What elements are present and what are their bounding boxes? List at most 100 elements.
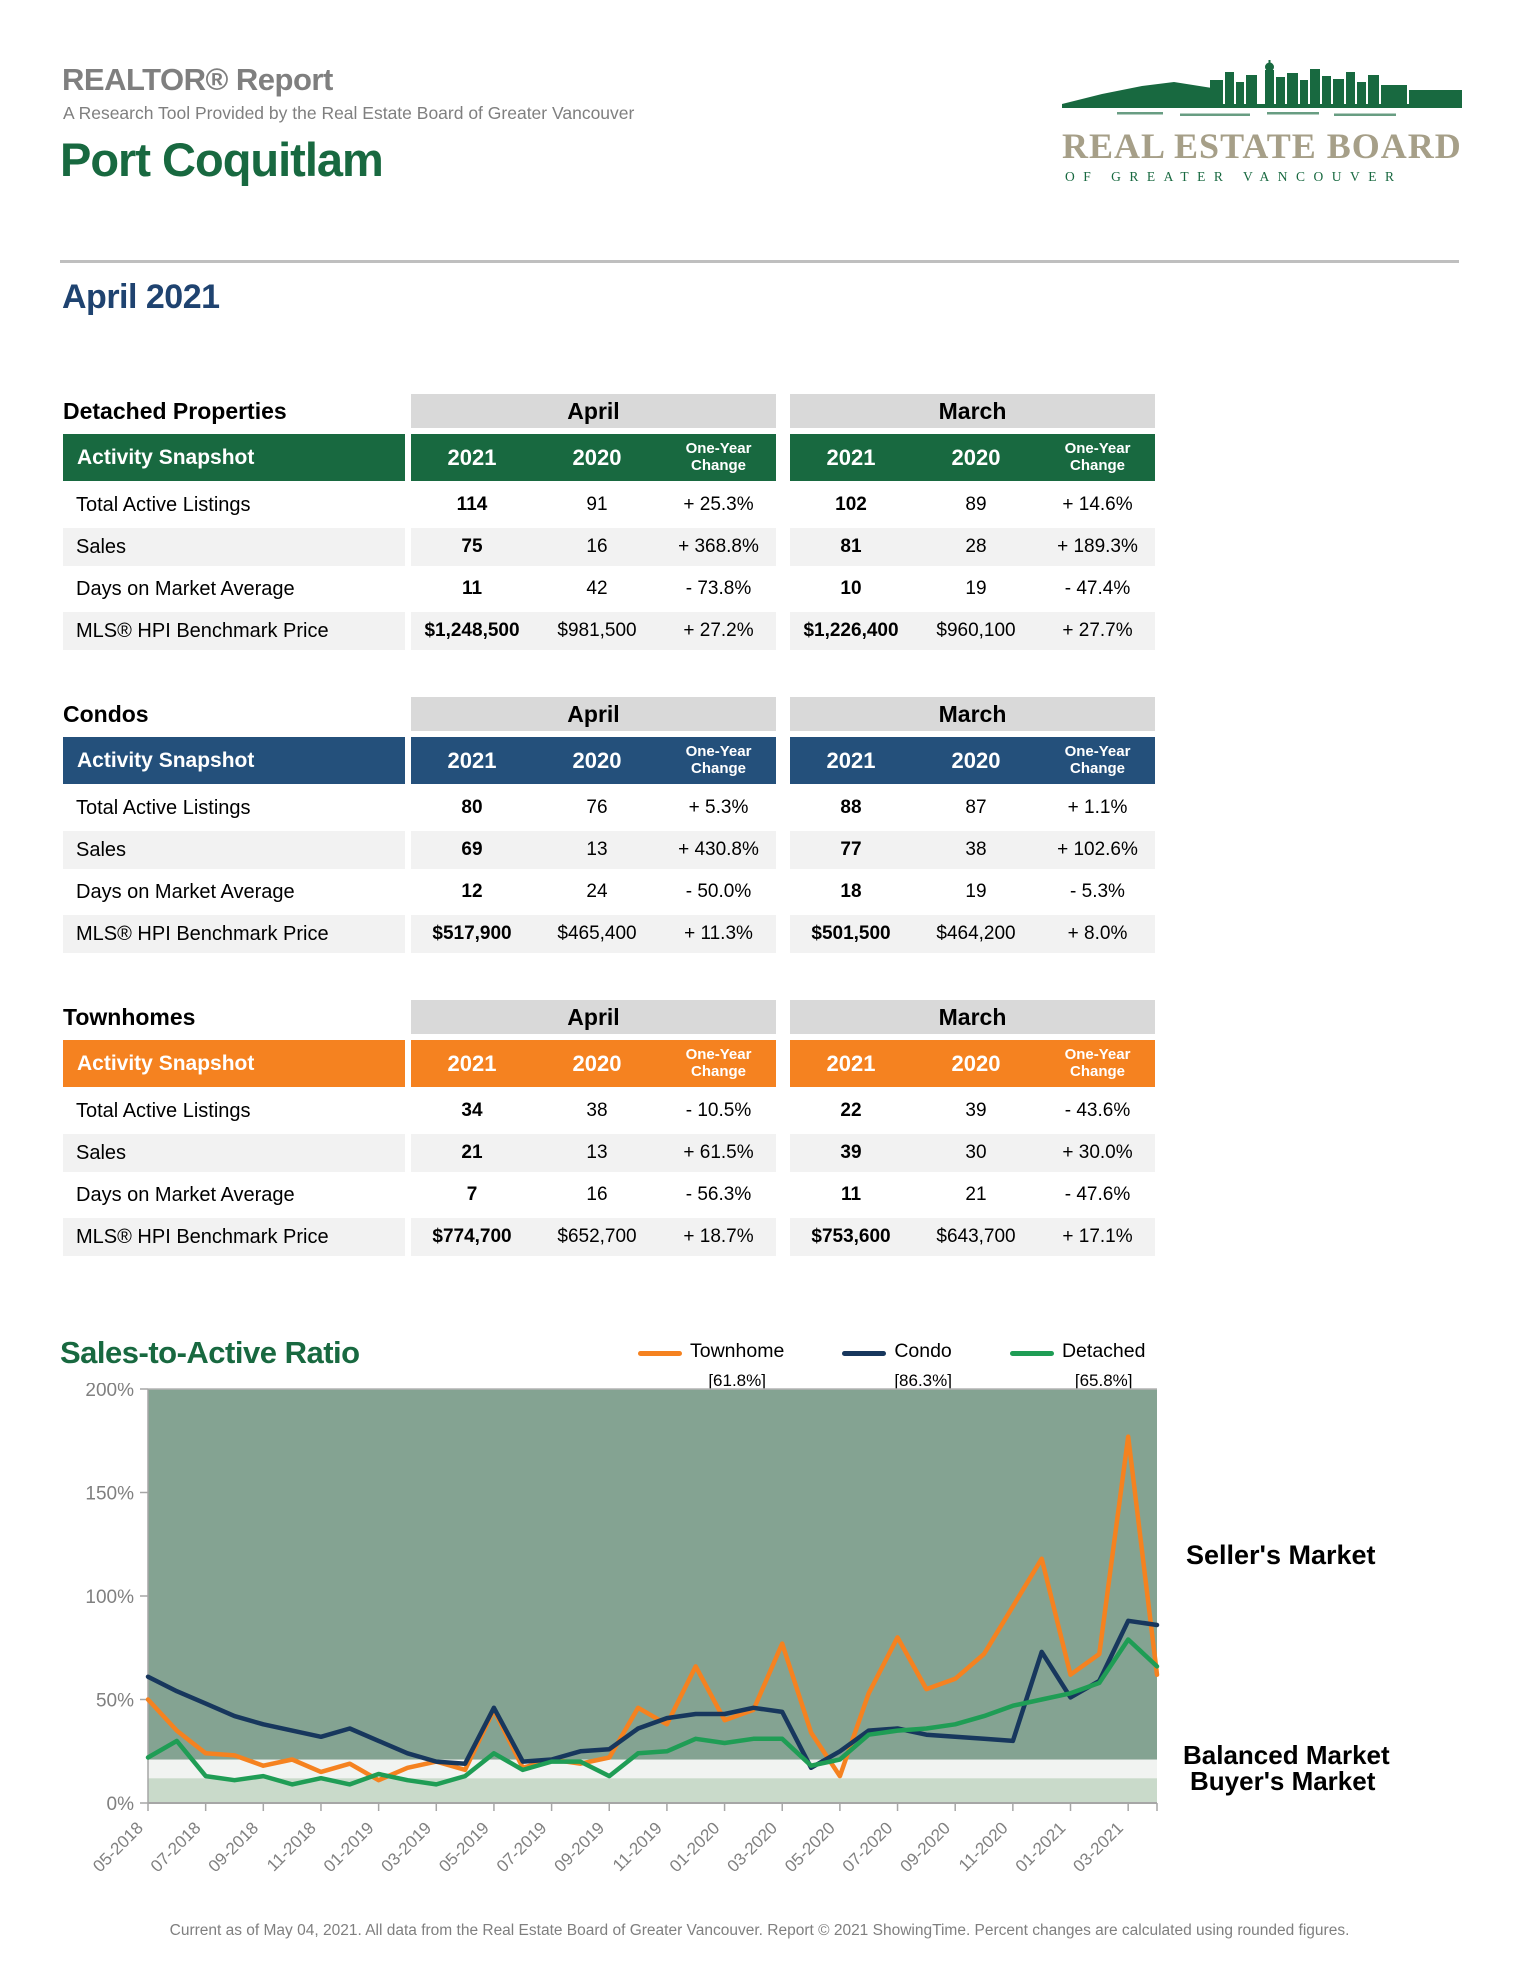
cell: 80 — [461, 797, 483, 818]
table-header-row: Activity Snapshot 2021 2020 One-Year Chang… — [63, 1040, 1155, 1087]
table-row: Sales 75 16 + 368.8% 81 28 + 189.3% — [63, 528, 1155, 566]
rebgv-logo: REAL ESTATE BOARD OF GREATER VANCOUVER — [1062, 60, 1462, 184]
cell: $1,226,400 — [790, 612, 912, 650]
column-gap — [405, 528, 411, 566]
cell: + 18.7% — [661, 1218, 776, 1256]
svg-text:150%: 150% — [85, 1484, 134, 1505]
cell: 81 — [790, 528, 912, 566]
cell: 21 — [965, 1184, 987, 1205]
cell: + 11.3% — [661, 915, 776, 953]
cell: $753,600 — [790, 1218, 912, 1256]
table-row: Sales 21 13 + 61.5% 39 30 + 30.0% — [63, 1134, 1155, 1172]
column-header: 2021 — [411, 737, 533, 784]
column-header: One-Year Change — [1040, 1040, 1155, 1087]
balanced-market-label: Balanced Market — [1183, 1740, 1390, 1770]
svg-text:03-2021: 03-2021 — [1069, 1818, 1127, 1876]
table-section-row: Condos April March — [63, 697, 1155, 731]
cell: - 73.8% — [685, 578, 752, 599]
cell: 22 — [840, 1100, 862, 1121]
svg-text:09-2018: 09-2018 — [205, 1818, 263, 1876]
column-gap — [405, 612, 411, 650]
table-row: Sales 69 13 + 430.8% 77 38 + 102.6% — [63, 831, 1155, 869]
svg-text:05-2018: 05-2018 — [89, 1818, 147, 1876]
section-title: Townhomes — [63, 1003, 196, 1030]
cell: + 5.3% — [688, 797, 749, 818]
cell: 114 — [456, 494, 488, 515]
svg-text:01-2020: 01-2020 — [666, 1818, 724, 1876]
cell: - 43.6% — [1064, 1100, 1131, 1121]
cell: - 47.4% — [1064, 578, 1131, 599]
report-subtitle: A Research Tool Provided by the Real Est… — [63, 103, 635, 123]
row-label: Total Active Listings — [76, 1099, 251, 1122]
column-gap — [405, 434, 411, 481]
svg-text:200%: 200% — [85, 1383, 134, 1401]
cell: 38 — [912, 831, 1040, 869]
row-label: Sales — [63, 1134, 405, 1172]
sales-to-active-chart: 0% 50% 100% 150% 200% 05-2018 07-2018 09-2018 11… — [40, 1380, 1170, 1975]
townhome-line — [145, 1434, 1160, 1783]
table-section-row: Detached Properties April March — [63, 394, 1155, 428]
table-body: Total Active Listings 34 38 - 10.5% 22 39 - 43… — [63, 1092, 1155, 1256]
cell: 87 — [965, 797, 987, 818]
column-gap — [405, 1176, 411, 1214]
column-gap — [405, 831, 411, 869]
divider — [60, 260, 1459, 263]
cell: 12 — [461, 881, 483, 902]
cell: 10 — [840, 578, 862, 599]
column-header: 2021 — [411, 434, 533, 481]
activity-snapshot-label: Activity Snapshot — [63, 737, 405, 784]
cell: 11 — [840, 1184, 862, 1205]
cell: $465,400 — [533, 915, 661, 953]
table-row: Total Active Listings 80 76 + 5.3% 88 87 + 1.1… — [63, 789, 1155, 827]
svg-text:09-2019: 09-2019 — [551, 1818, 609, 1876]
column-gap — [405, 1092, 411, 1130]
cell: 18 — [840, 881, 862, 902]
cell: 11 — [461, 578, 483, 599]
detached-table: Detached Properties April March Activity… — [63, 394, 1155, 654]
table-row: MLS® HPI Benchmark Price $517,900 $465,400… — [63, 915, 1155, 953]
cell: 16 — [586, 1184, 608, 1205]
table-body: Total Active Listings 114 91 + 25.3% 102 89 + … — [63, 486, 1155, 650]
column-header: 2021 — [790, 737, 912, 784]
legend-label: Detached — [1061, 1340, 1146, 1362]
column-gap — [776, 873, 790, 911]
table-row: Days on Market Average 12 24 - 50.0% 18 19 - 5… — [63, 873, 1155, 911]
column-header: 2021 — [790, 1040, 912, 1087]
cell: - 56.3% — [685, 1184, 752, 1205]
column-gap — [776, 1218, 790, 1256]
column-gap — [776, 570, 790, 608]
column-gap — [405, 1040, 411, 1087]
legend-detached: Detached [65.8%] — [1009, 1340, 1146, 1391]
cell: 89 — [965, 494, 987, 515]
section-title: Detached Properties — [63, 397, 287, 424]
cell: + 17.1% — [1040, 1218, 1155, 1256]
column-gap — [776, 434, 790, 481]
cell: + 189.3% — [1040, 528, 1155, 566]
row-label: Days on Market Average — [76, 577, 295, 600]
report-title: REALTOR® Report — [62, 62, 333, 97]
row-label: MLS® HPI Benchmark Price — [63, 612, 405, 650]
cell: $464,200 — [912, 915, 1040, 953]
logo-subtext: OF GREATER VANCOUVER — [1065, 169, 1403, 184]
svg-text:01-2019: 01-2019 — [320, 1818, 378, 1876]
column-header: One-Year Change — [661, 737, 776, 784]
svg-text:100%: 100% — [85, 1587, 134, 1608]
section-title: Condos — [63, 700, 149, 727]
svg-text:07-2019: 07-2019 — [493, 1818, 551, 1876]
cell: 91 — [586, 494, 608, 515]
column-header: One-Year Change — [1040, 434, 1155, 481]
table-row: MLS® HPI Benchmark Price $774,700 $652,700… — [63, 1218, 1155, 1256]
column-gap — [405, 789, 411, 827]
cell: - 47.6% — [1064, 1184, 1131, 1205]
cell: $517,900 — [411, 915, 533, 953]
month-banner-march: March — [790, 1000, 1155, 1034]
row-label: Sales — [63, 528, 405, 566]
table-header-row: Activity Snapshot 2021 2020 One-Year Chang… — [63, 434, 1155, 481]
chart-svg: 0%50%100%150%200%05-2018 07-2018 09-2018 11… — [85, 1380, 1160, 1876]
activity-snapshot-label: Activity Snapshot — [63, 1040, 405, 1087]
cell: + 368.8% — [661, 528, 776, 566]
column-gap — [405, 570, 411, 608]
column-gap — [776, 1040, 790, 1087]
svg-text:03-2020: 03-2020 — [724, 1818, 782, 1876]
table-body: Total Active Listings 80 76 + 5.3% 88 87 + 1.1… — [63, 789, 1155, 953]
